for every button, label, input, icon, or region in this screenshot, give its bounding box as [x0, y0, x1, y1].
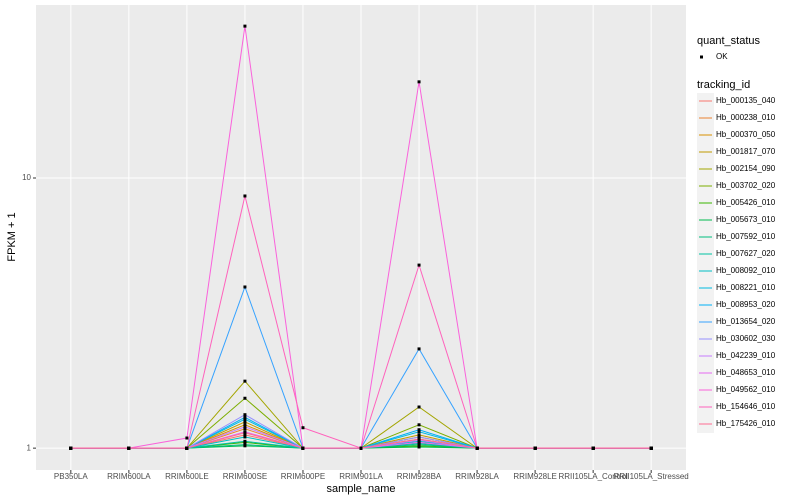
y-axis-title: FPKM + 1 — [6, 212, 18, 261]
data-point — [417, 423, 421, 427]
legend-label: Hb_042239_010 — [716, 351, 776, 360]
x-tick-label: PB350LA — [54, 472, 88, 481]
x-tick-label: RRII105LA_Stressed — [614, 472, 689, 481]
data-point — [243, 443, 247, 447]
data-point — [533, 446, 537, 450]
data-point — [243, 439, 247, 443]
data-point — [649, 446, 653, 450]
data-point — [417, 437, 421, 441]
x-tick-label: RRIM928LA — [455, 472, 499, 481]
data-point — [359, 446, 363, 450]
data-point — [417, 433, 421, 437]
data-point — [243, 415, 247, 419]
data-point — [243, 396, 247, 400]
data-point — [417, 430, 421, 434]
data-point — [417, 80, 421, 84]
legend-label: Hb_175426_010 — [716, 419, 776, 428]
legend-label: Hb_030602_030 — [716, 334, 776, 343]
data-point — [417, 428, 421, 432]
data-point — [185, 436, 189, 440]
data-point — [243, 435, 247, 439]
legend-label: Hb_154646_010 — [716, 402, 776, 411]
legend-label: Hb_008092_010 — [716, 266, 776, 275]
data-point — [417, 440, 421, 444]
x-tick-label: RRIM600LE — [165, 472, 209, 481]
data-point — [243, 433, 247, 437]
data-point — [127, 446, 131, 450]
data-point — [417, 263, 421, 267]
data-point — [243, 417, 247, 421]
data-point — [243, 285, 247, 289]
x-axis-title: sample_name — [326, 483, 395, 495]
data-point — [417, 445, 421, 449]
legend-label: Hb_001817_070 — [716, 147, 776, 156]
x-tick-label: RRIM901LA — [339, 472, 383, 481]
data-point — [475, 446, 479, 450]
data-point — [185, 446, 189, 450]
legend-title: tracking_id — [697, 79, 750, 91]
data-point — [243, 24, 247, 28]
y-tick-label: 10 — [22, 173, 31, 182]
data-point — [417, 435, 421, 439]
x-tick-label: RRIM600LA — [107, 472, 151, 481]
legend-label: Hb_002154_090 — [716, 164, 776, 173]
legend-title: quant_status — [697, 35, 760, 47]
legend-label: Hb_000135_040 — [716, 96, 776, 105]
legend-label: Hb_008953_020 — [716, 300, 776, 309]
y-tick-label: 1 — [27, 443, 32, 452]
data-point — [301, 426, 305, 430]
data-point — [417, 405, 421, 409]
legend-label: Hb_003702_020 — [716, 181, 776, 190]
data-point — [243, 427, 247, 431]
legend-label: Hb_000370_050 — [716, 130, 776, 139]
legend-label: Hb_005673_010 — [716, 215, 776, 224]
legend-label: Hb_005426_010 — [716, 198, 776, 207]
x-tick-label: RRIM928BA — [397, 472, 442, 481]
legend: OK Hb_000135_040 Hb_000238_010 Hb_000370_05… — [697, 52, 776, 433]
data-point — [243, 379, 247, 383]
data-point — [243, 413, 247, 417]
legend-label: Hb_013654_020 — [716, 317, 776, 326]
x-tick-label: RRIM600PE — [281, 472, 325, 481]
legend-label: Hb_000238_010 — [716, 113, 776, 122]
data-point — [243, 423, 247, 427]
legend-label: Hb_049562_010 — [716, 385, 776, 394]
legend-key — [700, 55, 703, 59]
data-point — [417, 347, 421, 351]
x-tick-label: RRII105LA_Control — [558, 472, 628, 481]
legend-label: Hb_008221_010 — [716, 283, 776, 292]
x-tick-label: RRIM928LE — [513, 472, 557, 481]
data-point — [243, 194, 247, 198]
data-point — [243, 425, 247, 429]
data-point — [69, 446, 73, 450]
legend-label: OK — [716, 52, 728, 61]
data-point — [591, 446, 595, 450]
points — [69, 24, 653, 450]
legend-label: Hb_007592_010 — [716, 232, 776, 241]
data-point — [243, 420, 247, 424]
data-point — [243, 431, 247, 435]
x-tick-label: RRIM600SE — [223, 472, 267, 481]
legend-label: Hb_007627_020 — [716, 249, 776, 258]
legend-label: Hb_048653_010 — [716, 368, 776, 377]
data-point — [301, 446, 305, 450]
